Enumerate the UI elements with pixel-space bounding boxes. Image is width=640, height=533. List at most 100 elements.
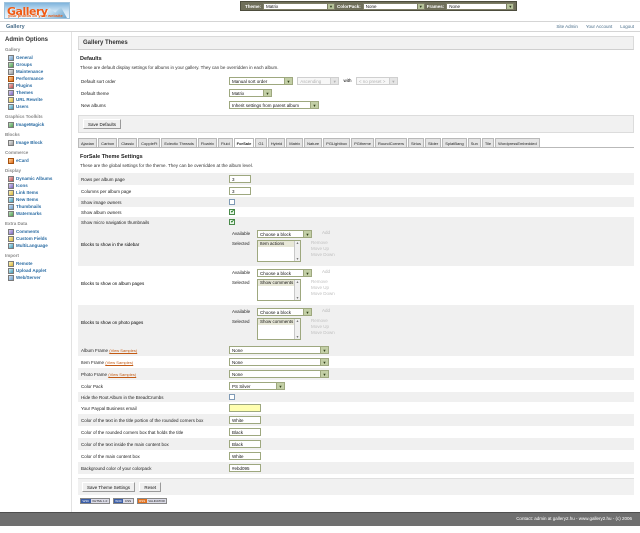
gallery-logo[interactable]: Gallery your photos on your website (4, 2, 70, 19)
theme-tab-g1[interactable]: G1 (255, 138, 267, 147)
default-theme-select[interactable]: Matrix ▼ (229, 89, 272, 97)
site-admin-link[interactable]: Site Admin (556, 24, 578, 29)
setting-text-input[interactable]: 3 (229, 175, 251, 183)
view-samples-link[interactable]: (View Samples) (105, 359, 134, 365)
theme-tab-splatbang[interactable]: SplatBang (442, 138, 467, 147)
remove-block-button[interactable]: Remove (311, 239, 328, 245)
hide-root-album-checkbox[interactable] (229, 394, 235, 400)
setting-checkbox[interactable] (229, 219, 235, 226)
sidebar-item-upload-applet[interactable]: Upload Applet (4, 267, 68, 274)
toolbar-colorpack-select[interactable]: None ▼ (362, 2, 425, 10)
new-albums-select[interactable]: Inherit settings from parent album ▼ (229, 101, 319, 109)
color-input[interactable]: Black (229, 440, 261, 448)
color-input[interactable]: White (229, 452, 261, 460)
move-down-button[interactable]: Move Down (311, 251, 335, 257)
sidebar-item-ecard[interactable]: eCard (4, 157, 68, 164)
your-account-link[interactable]: Your Account (585, 24, 613, 29)
theme-tab-pgtheme[interactable]: PGtheme (351, 138, 374, 147)
color-input[interactable]: White (229, 416, 261, 424)
sidebar-item-general[interactable]: General (4, 54, 68, 61)
theme-tab-fluid[interactable]: Fluid (218, 138, 233, 147)
view-samples-link[interactable]: (View Samples) (108, 371, 137, 377)
sidebar-item-icons[interactable]: Icons (4, 182, 68, 189)
logout-link[interactable]: Logout (620, 24, 634, 29)
frame-select[interactable]: None ▼ (229, 358, 329, 366)
move-up-button[interactable]: Move Up (311, 323, 330, 329)
remove-block-button[interactable]: Remove (311, 278, 328, 284)
move-up-button[interactable]: Move Up (311, 284, 330, 290)
theme-tab-sun[interactable]: Sun (467, 138, 481, 147)
move-down-button[interactable]: Move Down (311, 290, 335, 296)
sidebar-item-plugins[interactable]: Plugins (4, 82, 68, 89)
view-samples-link[interactable]: (View Samples) (109, 347, 138, 353)
sidebar-item-dynamic-albums[interactable]: Dynamic Albums (4, 175, 68, 182)
add-block-button[interactable]: Add (322, 230, 331, 235)
theme-tab-forsale[interactable]: ForSale (233, 138, 255, 147)
setting-checkbox[interactable] (229, 199, 235, 205)
add-block-button[interactable]: Add (322, 269, 331, 274)
selected-blocks-list[interactable]: Item actions ▲ ▼ (257, 239, 301, 262)
sidebar-item-users[interactable]: Users (4, 103, 68, 110)
add-block-button[interactable]: Add (322, 308, 331, 313)
list-item[interactable]: Show comments (258, 318, 300, 325)
setting-checkbox[interactable] (229, 209, 235, 216)
save-defaults-button[interactable]: Save Defaults (83, 119, 122, 129)
theme-tab-slider[interactable]: Slider (425, 138, 442, 147)
setting-text-input[interactable]: 3 (229, 187, 251, 195)
validator-badge[interactable]: W3C CSS (112, 498, 134, 504)
reset-button[interactable]: Reset (139, 482, 162, 492)
save-theme-settings-button[interactable]: Save Theme Settings (82, 482, 135, 492)
default-sort-order-select[interactable]: Manual sort order ▼ (229, 77, 293, 85)
scrollbar[interactable]: ▲ ▼ (294, 240, 300, 261)
theme-tab-roundcorners[interactable]: RoundCorners (374, 138, 407, 147)
theme-tab-nature[interactable]: Nature (304, 138, 323, 147)
scrollbar[interactable]: ▲ ▼ (294, 279, 300, 300)
sidebar-item-custom-fields[interactable]: Custom Fields (4, 235, 68, 242)
move-down-button[interactable]: Move Down (311, 329, 335, 335)
breadcrumb[interactable]: Gallery (6, 24, 25, 30)
theme-tab-sirius[interactable]: Sirius (407, 138, 424, 147)
sidebar-item-image-block[interactable]: Image Block (4, 139, 68, 146)
sidebar-item-new-items[interactable]: New Items (4, 196, 68, 203)
scrollbar[interactable]: ▲ ▼ (294, 318, 300, 339)
sidebar-item-watermarks[interactable]: Watermarks (4, 210, 68, 217)
theme-tab-coppleft[interactable]: CoppleFt (138, 138, 161, 147)
theme-tab-floatrix[interactable]: Floatrix (197, 138, 217, 147)
validator-badge[interactable]: RSS VALIDATOR (136, 498, 168, 504)
sidebar-item-url-rewrite[interactable]: URL Rewrite (4, 96, 68, 103)
theme-tab-wordpressembedded[interactable]: WordpressEmbedded (495, 138, 540, 147)
toolbar-theme-select[interactable]: Matrix ▼ (263, 2, 336, 10)
sort-direction-select[interactable]: Ascending ▼ (297, 77, 340, 85)
sidebar-item-thumbnails[interactable]: Thumbnails (4, 203, 68, 210)
paypal-email-input[interactable] (229, 404, 261, 412)
validator-badge[interactable]: W3C XHTML 1.0 (80, 498, 110, 504)
theme-tab-eclectic-threads[interactable]: Eclectic Threads (161, 138, 197, 147)
sidebar-item-groups[interactable]: Groups (4, 61, 68, 68)
sidebar-item-themes[interactable]: Themes (4, 89, 68, 96)
selected-blocks-list[interactable]: Show comments ▲ ▼ (257, 317, 301, 340)
theme-tab-tile[interactable]: Tile (481, 138, 495, 147)
sidebar-item-web-server[interactable]: Web/Server (4, 274, 68, 281)
theme-tab-classic[interactable]: Classic (118, 138, 138, 147)
selected-blocks-list[interactable]: Show comments ▲ ▼ (257, 278, 301, 301)
sidebar-item-link-items[interactable]: Link Items (4, 189, 68, 196)
sidebar-item-maintenance[interactable]: Maintenance (4, 68, 68, 75)
theme-tab-ajaxian[interactable]: Ajaxian (78, 138, 98, 147)
remove-block-button[interactable]: Remove (311, 317, 328, 323)
sort-preset-select[interactable]: < no preset > ▼ (355, 77, 398, 85)
color-input[interactable]: Black (229, 428, 261, 436)
sidebar-item-multilanguage[interactable]: MultiLanguage (4, 242, 68, 249)
theme-tab-matrix[interactable]: Matrix (286, 138, 304, 147)
move-up-button[interactable]: Move Up (311, 245, 330, 251)
available-block-select[interactable]: Choose a block ▼ (257, 308, 312, 316)
sidebar-item-imagemagick[interactable]: ImageMagick (4, 121, 68, 128)
frame-select[interactable]: None ▼ (229, 346, 329, 354)
colorpack-select[interactable]: PS Silver ▼ (229, 382, 285, 390)
sidebar-item-performance[interactable]: Performance (4, 75, 68, 82)
list-item[interactable]: Item actions (258, 240, 300, 247)
theme-tab-hybrid[interactable]: Hybrid (267, 138, 286, 147)
theme-tab-carbon[interactable]: Carbon (98, 138, 118, 147)
color-input[interactable]: #ebd095 (229, 464, 261, 472)
theme-tab-pglightbox[interactable]: PGLightbox (323, 138, 351, 147)
toolbar-frames-select[interactable]: None ▼ (446, 2, 515, 10)
